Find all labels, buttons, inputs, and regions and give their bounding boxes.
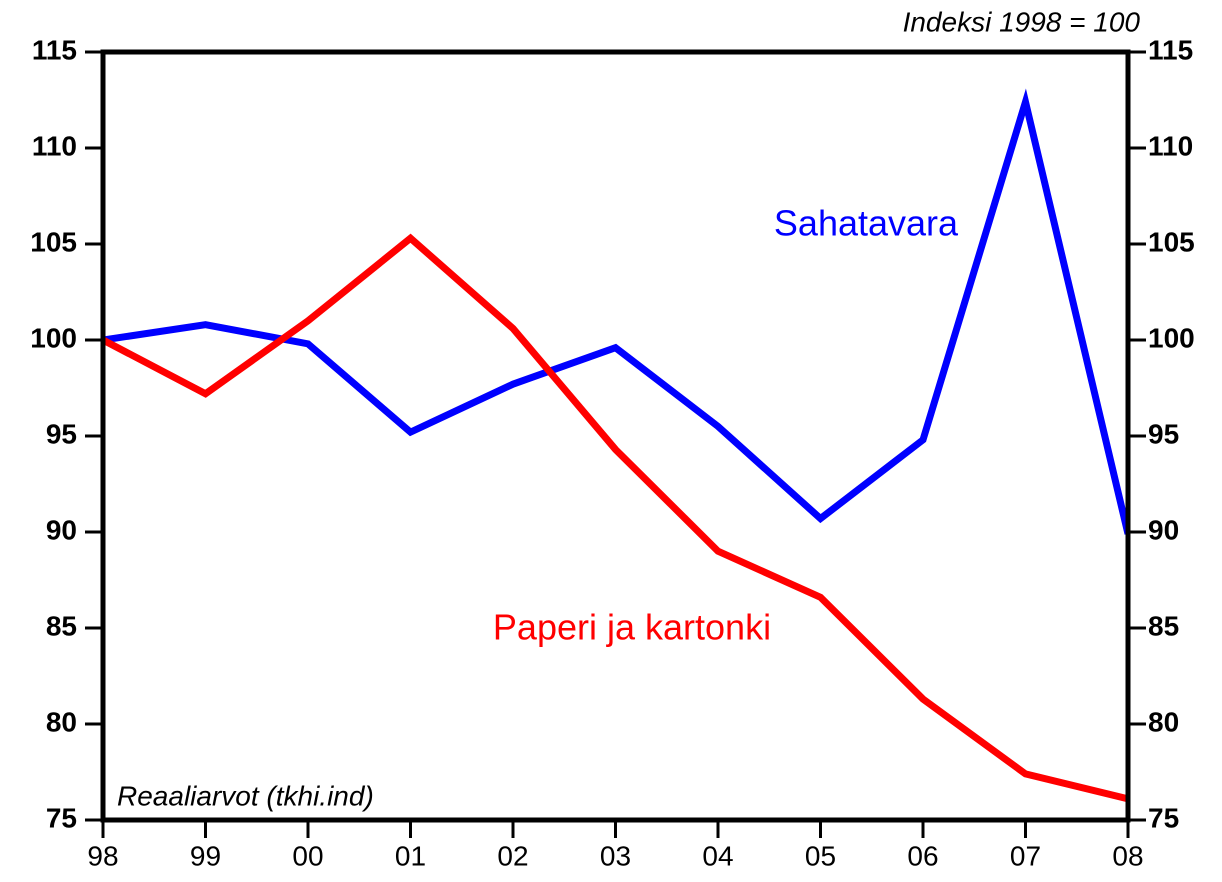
y2-tick-label: 110 xyxy=(1148,130,1193,161)
y2-tick-label: 75 xyxy=(1148,802,1179,833)
x-tick-label: 01 xyxy=(395,840,426,871)
y-tick-label: 80 xyxy=(46,706,77,737)
y-tick-label: 90 xyxy=(46,514,77,545)
x-tick-label: 05 xyxy=(805,840,836,871)
y-tick-label: 95 xyxy=(46,418,77,449)
y2-tick-label: 100 xyxy=(1148,322,1195,353)
y2-tick-label: 105 xyxy=(1148,226,1195,257)
x-tick-label: 02 xyxy=(497,840,528,871)
x-tick-label: 07 xyxy=(1010,840,1041,871)
y-axis-label: Indeksi 1998 = 100 xyxy=(903,6,1141,37)
series-label: Paperi ja kartonki xyxy=(493,607,771,648)
x-tick-label: 06 xyxy=(907,840,938,871)
y-tick-label: 105 xyxy=(30,226,77,257)
plot-frame xyxy=(100,49,1131,823)
y2-tick-label: 85 xyxy=(1148,610,1179,641)
y2-tick-label: 90 xyxy=(1148,514,1179,545)
y-tick-label: 115 xyxy=(32,34,77,65)
x-tick-label: 04 xyxy=(702,840,733,871)
y-tick-label: 110 xyxy=(32,130,77,161)
y-tick-label: 85 xyxy=(46,610,77,641)
series-line xyxy=(103,233,1128,803)
x-tick-label: 00 xyxy=(292,840,323,871)
y-tick-label: 100 xyxy=(30,322,77,353)
x-tick-label: 08 xyxy=(1112,840,1143,871)
x-tick-label: 99 xyxy=(190,840,221,871)
series-line xyxy=(103,88,1128,535)
y2-tick-label: 95 xyxy=(1148,418,1179,449)
series-label: Sahatavara xyxy=(774,203,959,244)
note: Reaaliarvot (tkhi.ind) xyxy=(117,780,374,811)
y-tick-label: 75 xyxy=(46,802,77,833)
plot-lines xyxy=(103,88,1128,803)
y2-tick-label: 80 xyxy=(1148,706,1179,737)
x-tick-label: 03 xyxy=(600,840,631,871)
x-tick-label: 98 xyxy=(87,840,118,871)
y2-tick-label: 115 xyxy=(1148,34,1193,65)
